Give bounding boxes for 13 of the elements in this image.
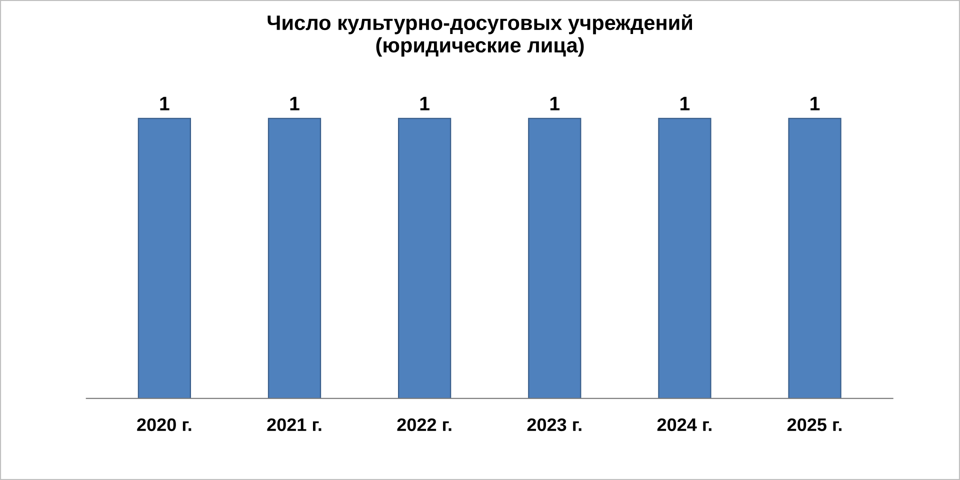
chart-title: Число культурно-досуговых учреждений (юридические лица) xyxy=(268,14,692,57)
data-label: 1 xyxy=(160,96,170,110)
x-tick-label: 2024 г. xyxy=(657,418,712,432)
data-label: 1 xyxy=(420,96,430,110)
data-label: 1 xyxy=(680,96,690,110)
data-label: 1 xyxy=(810,96,820,110)
data-label: 1 xyxy=(550,96,560,110)
x-tick-label: 2025 г. xyxy=(787,418,842,432)
x-tick-label: 2020 г. xyxy=(137,418,192,432)
x-tick-label: 2021 г. xyxy=(267,418,322,432)
x-tick-label: 2022 г. xyxy=(397,418,452,432)
data-label: 1 xyxy=(290,96,300,110)
x-tick-label: 2023 г. xyxy=(527,418,582,432)
